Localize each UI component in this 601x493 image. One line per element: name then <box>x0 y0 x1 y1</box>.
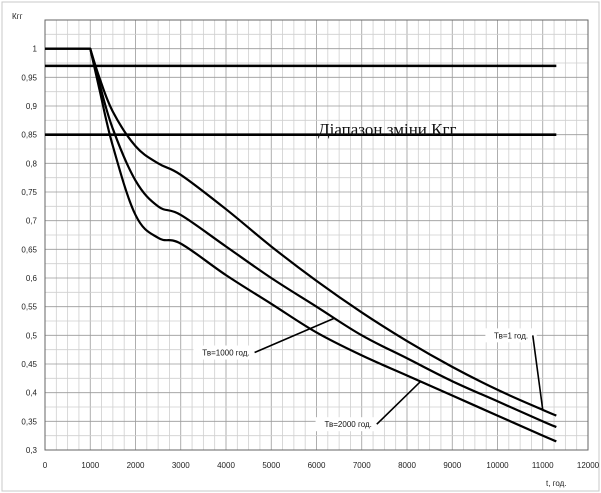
series-lines <box>45 47 557 443</box>
annotation-pointer-3 <box>376 380 422 425</box>
y-axis-label: Кгг <box>12 12 23 21</box>
annotation-box-3 <box>315 417 381 432</box>
y-tick-label: 0,75 <box>21 188 37 197</box>
x-tick-label: 12000 <box>577 461 600 470</box>
y-tick-label: 0,7 <box>26 217 38 226</box>
y-tick-label: 0,4 <box>26 389 38 398</box>
y-tick-label: 0,55 <box>21 303 37 312</box>
x-tick-label: 0 <box>43 461 48 470</box>
x-tick-label: 8000 <box>398 461 416 470</box>
annotation-pointer-1 <box>531 335 544 410</box>
annotation-box-2 <box>193 345 259 360</box>
x-tick-label: 10000 <box>486 461 509 470</box>
x-axis-label: t, год. <box>546 479 567 488</box>
x-tick-label: 9000 <box>443 461 461 470</box>
y-tick-label: 0,85 <box>21 131 37 140</box>
x-tick-labels: 0 1000 2000 3000 4000 5000 6000 7000 8000 9000 100… <box>43 461 600 470</box>
x-tick-label: 6000 <box>308 461 326 470</box>
annotation-label-1: Тв=1 год. <box>494 331 528 340</box>
x-tick-label: 2000 <box>127 461 145 470</box>
y-tick-label: 0,5 <box>26 331 38 340</box>
curve-annotations: Тв=1 год. Тв=1000 год. Тв=2000 год. <box>193 317 544 432</box>
x-tick-label: 4000 <box>217 461 235 470</box>
series-line-2 <box>45 47 557 429</box>
range-label: Діапазон зміни Кгг <box>318 120 456 139</box>
y-tick-label: 1 <box>33 45 38 54</box>
y-tick-label: 0,45 <box>21 360 37 369</box>
y-tick-labels: 0,3 0,35 0,4 0,45 0,5 0,55 0,6 0,65 0,7 0,75 0,8 0,… <box>21 45 37 455</box>
y-tick-label: 0,6 <box>26 274 38 283</box>
y-tick-label: 0,8 <box>26 159 38 168</box>
x-tick-label: 3000 <box>172 461 190 470</box>
y-tick-label: 0,95 <box>21 73 37 82</box>
y-tick-label: 0,35 <box>21 417 37 426</box>
series-line-3 <box>45 47 557 443</box>
x-tick-label: 1000 <box>81 461 99 470</box>
y-tick-label: 0,9 <box>26 102 38 111</box>
annotation-pointer-2 <box>254 317 335 354</box>
grid <box>44 19 589 451</box>
x-tick-label: 11000 <box>532 461 554 470</box>
y-tick-label: 0,65 <box>21 245 37 254</box>
x-tick-label: 7000 <box>353 461 371 470</box>
annotation-label-2: Тв=1000 год. <box>202 349 249 358</box>
annotation-label-3: Тв=2000 год. <box>324 420 371 429</box>
y-tick-label: 0,3 <box>26 446 38 455</box>
x-tick-label: 5000 <box>262 461 280 470</box>
range-bounds <box>45 64 557 136</box>
series-line-1 <box>45 47 557 417</box>
plot-area-border <box>44 19 589 451</box>
annotation-box-1 <box>485 328 537 343</box>
